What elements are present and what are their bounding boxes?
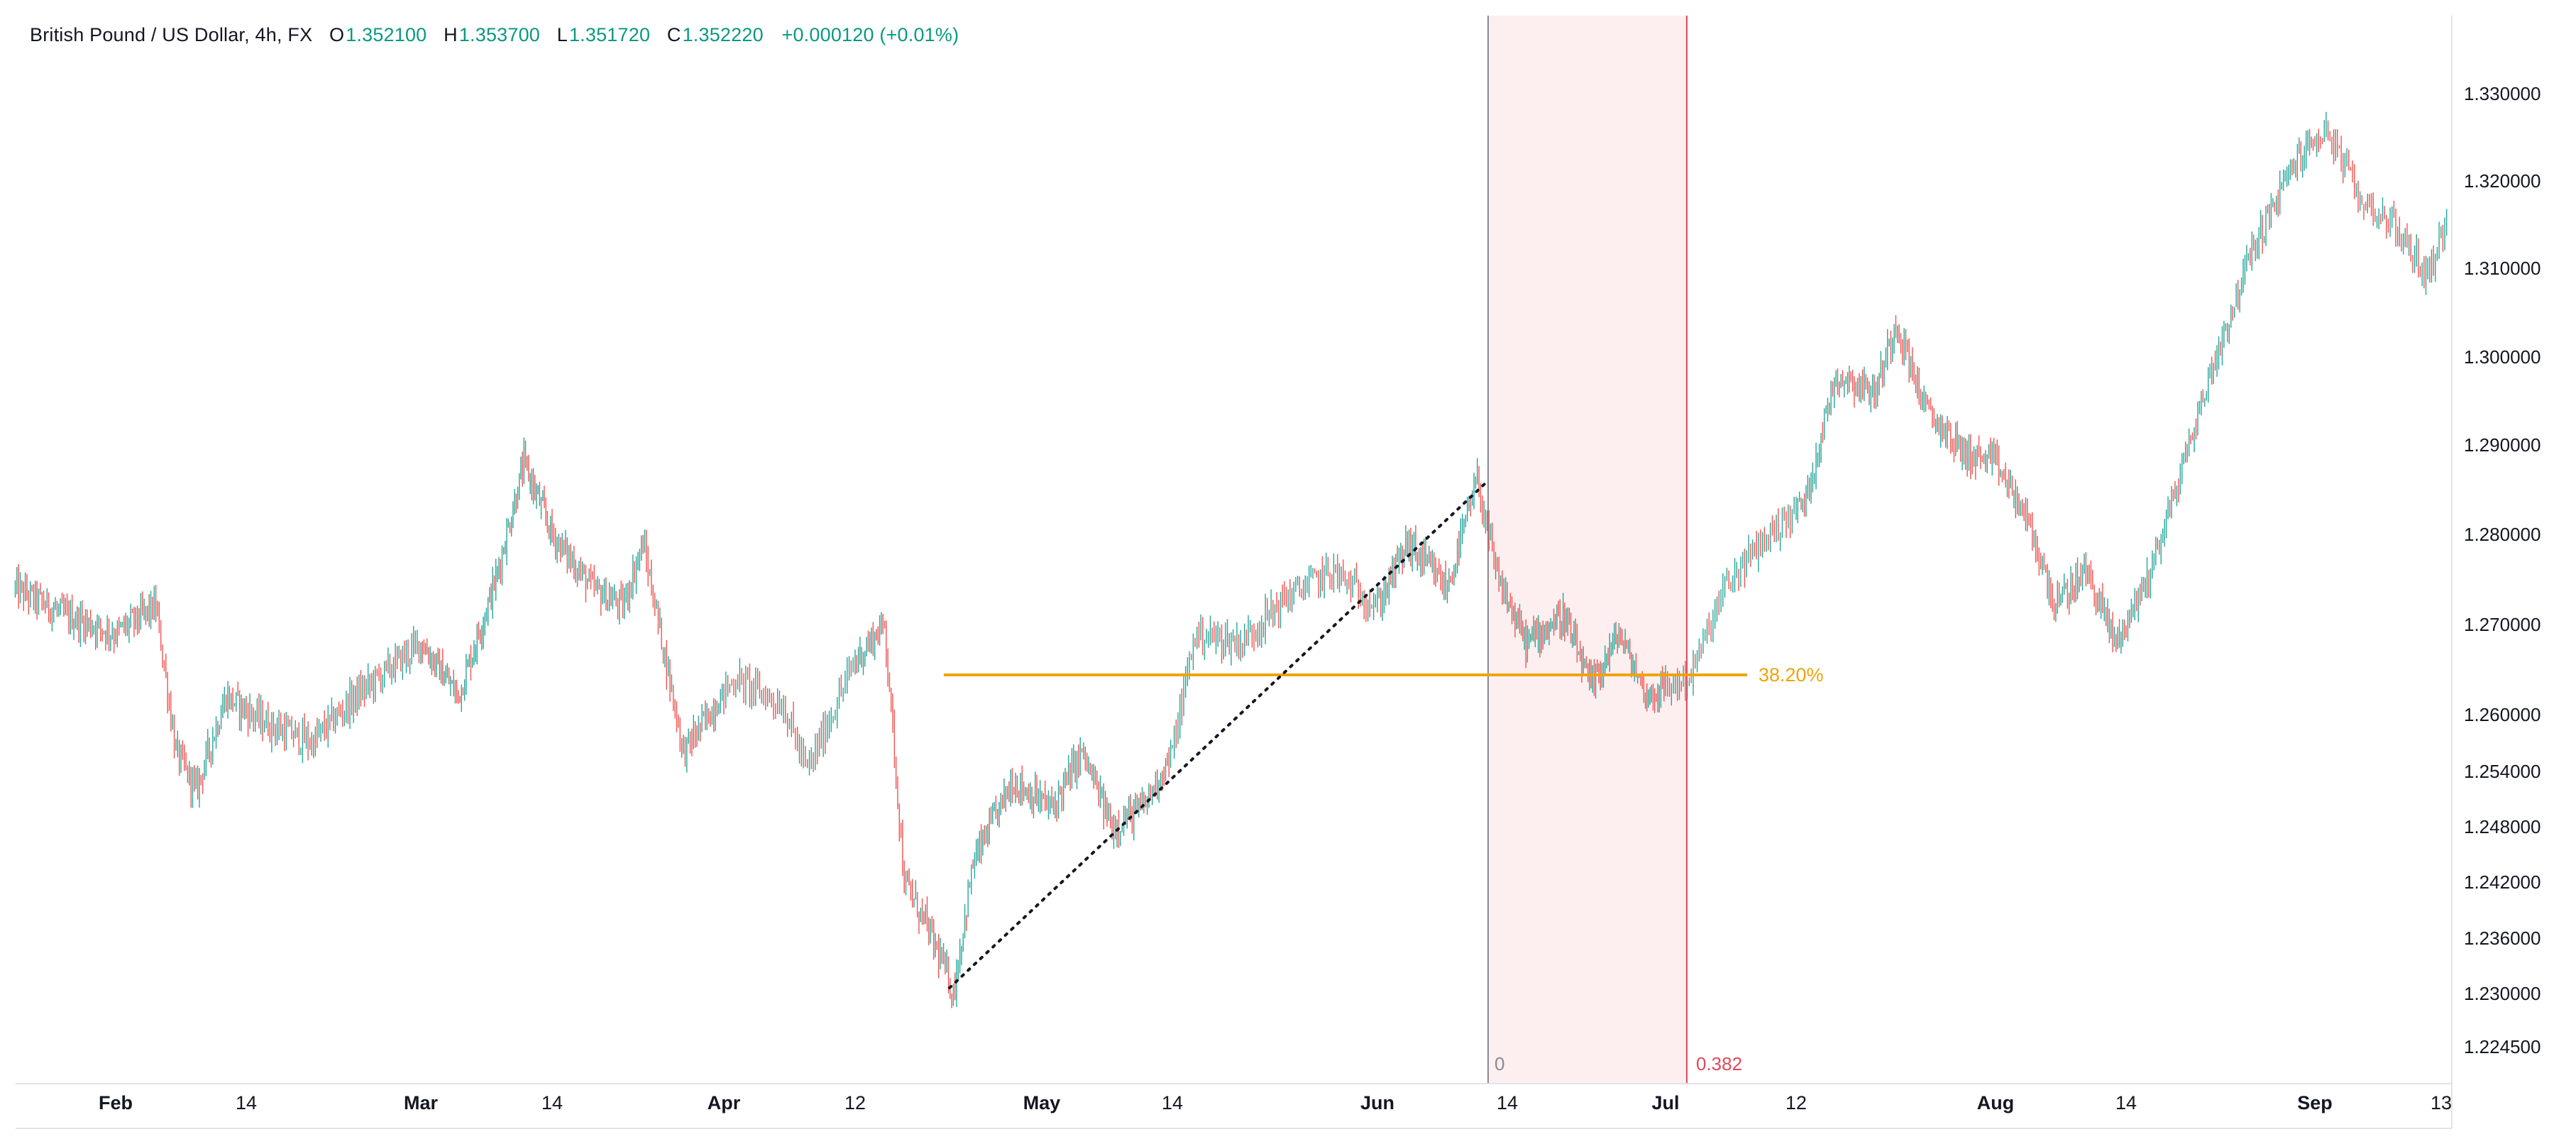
price-tick-label: 1.230000 (2464, 983, 2541, 1004)
price-tick-label: 1.300000 (2464, 346, 2541, 368)
time-tick-label: 14 (236, 1092, 257, 1113)
time-axis[interactable]: Feb 14 Mar 14 Apr 12 May 14 Jun 14 Jul 12 Aug 14 Sep 13 (16, 1083, 2452, 1129)
open-value: 1.352100 (346, 24, 427, 45)
trendline-dotted[interactable] (948, 482, 1487, 989)
fib-time-zone-label-0: 0 (1495, 1053, 1504, 1074)
time-tick-label: 14 (2115, 1092, 2137, 1113)
low-label: L (556, 24, 568, 45)
price-tick-label: 1.242000 (2464, 871, 2541, 893)
time-tick-label: 14 (1497, 1092, 1518, 1113)
price-tick-label: 1.330000 (2464, 83, 2541, 104)
price-tick-label: 1.280000 (2464, 524, 2541, 545)
time-tick-label: Jul (1651, 1092, 1679, 1113)
price-axis[interactable]: 1.330000 1.320000 1.310000 1.300000 1.290000… (2451, 16, 2541, 1128)
price-tick-label: 1.254000 (2464, 761, 2541, 782)
fib-retracement[interactable]: 38.20% (944, 664, 1824, 686)
open-label: O (329, 24, 345, 45)
legend-header: British Pound / US Dollar, 4h, FX O1.352… (30, 24, 959, 46)
price-tick-label: 1.270000 (2464, 614, 2541, 635)
time-tick-label: Sep (2297, 1092, 2333, 1113)
time-tick-label: Apr (708, 1092, 741, 1113)
price-tick-label: 1.236000 (2464, 928, 2541, 949)
price-tick-label: 1.248000 (2464, 816, 2541, 837)
fib-time-zone[interactable]: 0 0.382 (1487, 16, 1742, 1084)
time-tick-label: 14 (541, 1092, 563, 1113)
price-tick-label: 1.320000 (2464, 170, 2541, 192)
fib-time-zone-band (1488, 16, 1687, 1084)
time-tick-label: Aug (1977, 1092, 2014, 1113)
time-tick-label: Jun (1360, 1092, 1394, 1113)
time-tick-label: Feb (99, 1092, 133, 1113)
change-value: +0.000120 (+0.01%) (781, 24, 959, 45)
high-label: H (444, 24, 458, 45)
time-tick-label: 14 (1162, 1092, 1183, 1113)
fib-level-label: 38.20% (1758, 664, 1824, 686)
close-label: C (666, 24, 681, 45)
high-value: 1.353700 (458, 24, 541, 45)
symbol-title[interactable]: British Pound / US Dollar, 4h, FX (30, 24, 313, 45)
candles (14, 111, 2448, 1008)
price-tick-label: 1.260000 (2464, 704, 2541, 725)
time-tick-label: Mar (404, 1092, 439, 1113)
close-value: 1.352220 (682, 24, 764, 45)
low-value: 1.351720 (568, 24, 651, 45)
time-tick-label: 13 (2431, 1092, 2452, 1113)
time-tick-label: 12 (1785, 1092, 1807, 1113)
price-tick-label: 1.310000 (2464, 258, 2541, 279)
fib-time-zone-label-0382: 0.382 (1696, 1053, 1742, 1074)
time-tick-label: May (1023, 1092, 1061, 1113)
price-tick-label: 1.224500 (2464, 1036, 2541, 1057)
price-tick-label: 1.290000 (2464, 434, 2541, 456)
time-tick-label: 12 (844, 1092, 866, 1113)
